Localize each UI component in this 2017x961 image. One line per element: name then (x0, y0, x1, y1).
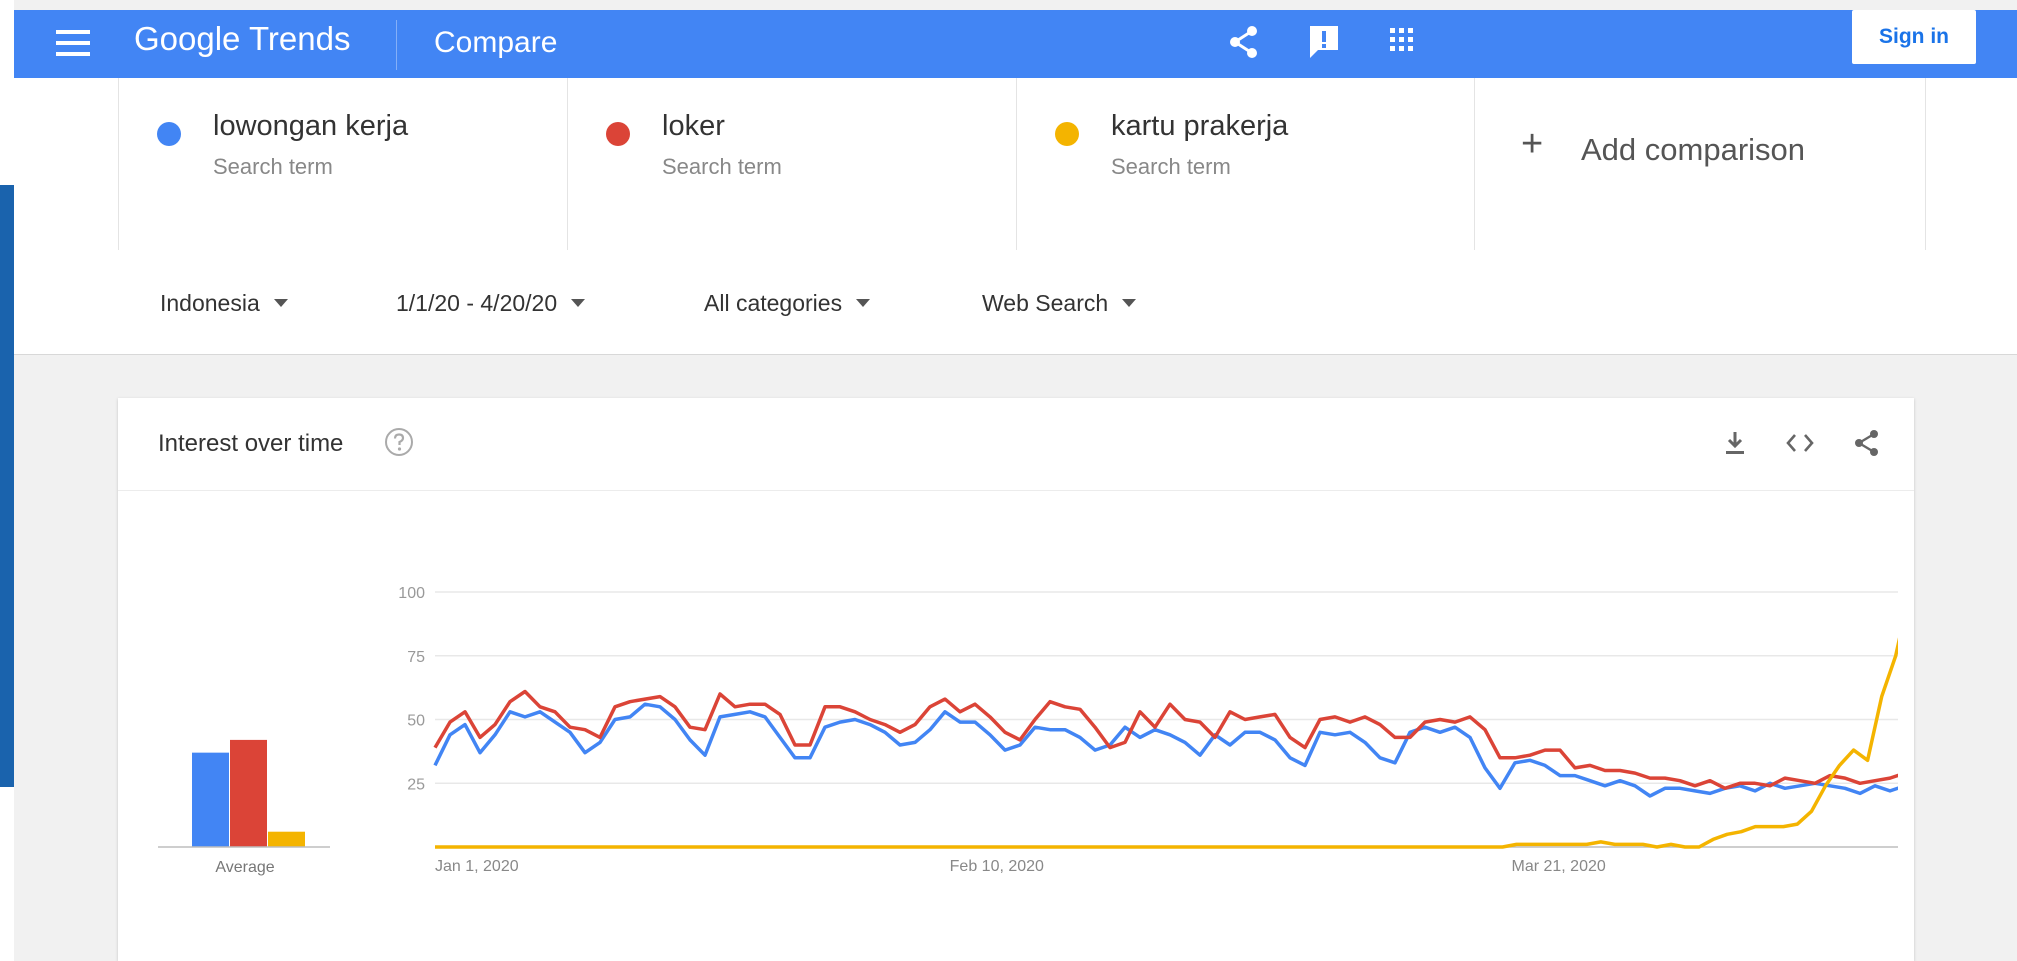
interest-line-chart: 25 50 75 100 Jan 1, 2020 Feb 10, 2020 Mar 21,… (398, 585, 1898, 875)
term-name: kartu prakerja (1111, 110, 1289, 142)
term-name: lowongan kerja (213, 110, 409, 142)
caret-down-icon (1122, 298, 1137, 307)
series-color-dot (606, 122, 630, 146)
plus-icon: + (1521, 123, 1544, 165)
category-value: All categories (704, 290, 843, 316)
term-kartu-prakerja[interactable]: kartu prakerja Search term (1016, 78, 1475, 250)
search-type-dropdown[interactable]: Web Search (982, 290, 1137, 317)
logo-trends-text: Trends (249, 20, 351, 57)
term-subtitle: Search term (662, 154, 782, 179)
term-lowongan-kerja[interactable]: lowongan kerja Search term (118, 78, 568, 250)
y-tick-label: 100 (398, 585, 425, 602)
x-tick-label: Mar 21, 2020 (1511, 858, 1605, 875)
sign-in-button[interactable]: Sign in (1852, 10, 1976, 64)
share-icon[interactable] (1224, 22, 1264, 62)
top-app-bar: Google Trends Compare Sign in (14, 10, 2017, 78)
date-range-value: 1/1/20 - 4/20/20 (396, 290, 558, 316)
comparison-terms-bar: lowongan kerja Search term loker Search … (14, 78, 2017, 251)
term-name: loker (662, 110, 725, 142)
download-icon[interactable] (1718, 426, 1752, 460)
embed-code-icon[interactable] (1783, 426, 1817, 460)
add-comparison-button[interactable]: + Add comparison (1474, 78, 1926, 250)
share-chart-icon[interactable] (1850, 426, 1884, 460)
category-dropdown[interactable]: All categories (704, 290, 871, 317)
date-range-dropdown[interactable]: 1/1/20 - 4/20/20 (396, 290, 586, 317)
term-subtitle: Search term (213, 154, 333, 179)
y-tick-label: 50 (407, 713, 425, 730)
y-tick-label: 75 (407, 649, 425, 666)
logo-google-text: Google (134, 20, 241, 57)
series-line-lowongan-kerja[interactable] (433, 702, 1898, 798)
average-bar-kartu-prakerja[interactable] (268, 831, 305, 847)
page-title: Compare (434, 26, 558, 59)
menu-icon[interactable] (56, 30, 90, 58)
caret-down-icon (571, 298, 586, 307)
card-title: Interest over time (158, 430, 344, 457)
y-tick-label: 25 (407, 776, 425, 793)
region-value: Indonesia (160, 290, 260, 316)
apps-grid-icon[interactable] (1382, 22, 1422, 62)
series-line-loker[interactable] (433, 689, 1898, 791)
x-tick-label: Jan 1, 2020 (435, 858, 519, 875)
term-loker[interactable]: loker Search term (567, 78, 1017, 250)
filter-bar: Indonesia 1/1/20 - 4/20/20 All categorie… (14, 250, 2017, 355)
region-dropdown[interactable]: Indonesia (160, 290, 288, 317)
series-color-dot (1055, 122, 1079, 146)
caret-down-icon (856, 298, 871, 307)
average-bar-loker[interactable] (230, 739, 267, 847)
average-label: Average (215, 859, 274, 876)
x-tick-label: Feb 10, 2020 (950, 858, 1044, 875)
add-comparison-label: Add comparison (1581, 132, 1806, 167)
card-header: Interest over time (118, 398, 1914, 491)
header-divider (396, 20, 397, 70)
average-bar-lowongan-kerja[interactable] (192, 752, 229, 847)
help-icon[interactable] (383, 426, 415, 458)
google-trends-logo[interactable]: Google Trends (134, 20, 350, 58)
left-edge-bar (0, 185, 14, 787)
average-bar-chart: Average (158, 739, 330, 876)
feedback-icon[interactable] (1304, 22, 1344, 62)
interest-over-time-card: Interest over time Average 25 50 75 100 (118, 398, 1914, 961)
caret-down-icon (273, 298, 288, 307)
term-subtitle: Search term (1111, 154, 1231, 179)
series-color-dot (157, 122, 181, 146)
series-line-kartu-prakerja[interactable] (435, 592, 1898, 849)
search-type-value: Web Search (982, 290, 1109, 316)
